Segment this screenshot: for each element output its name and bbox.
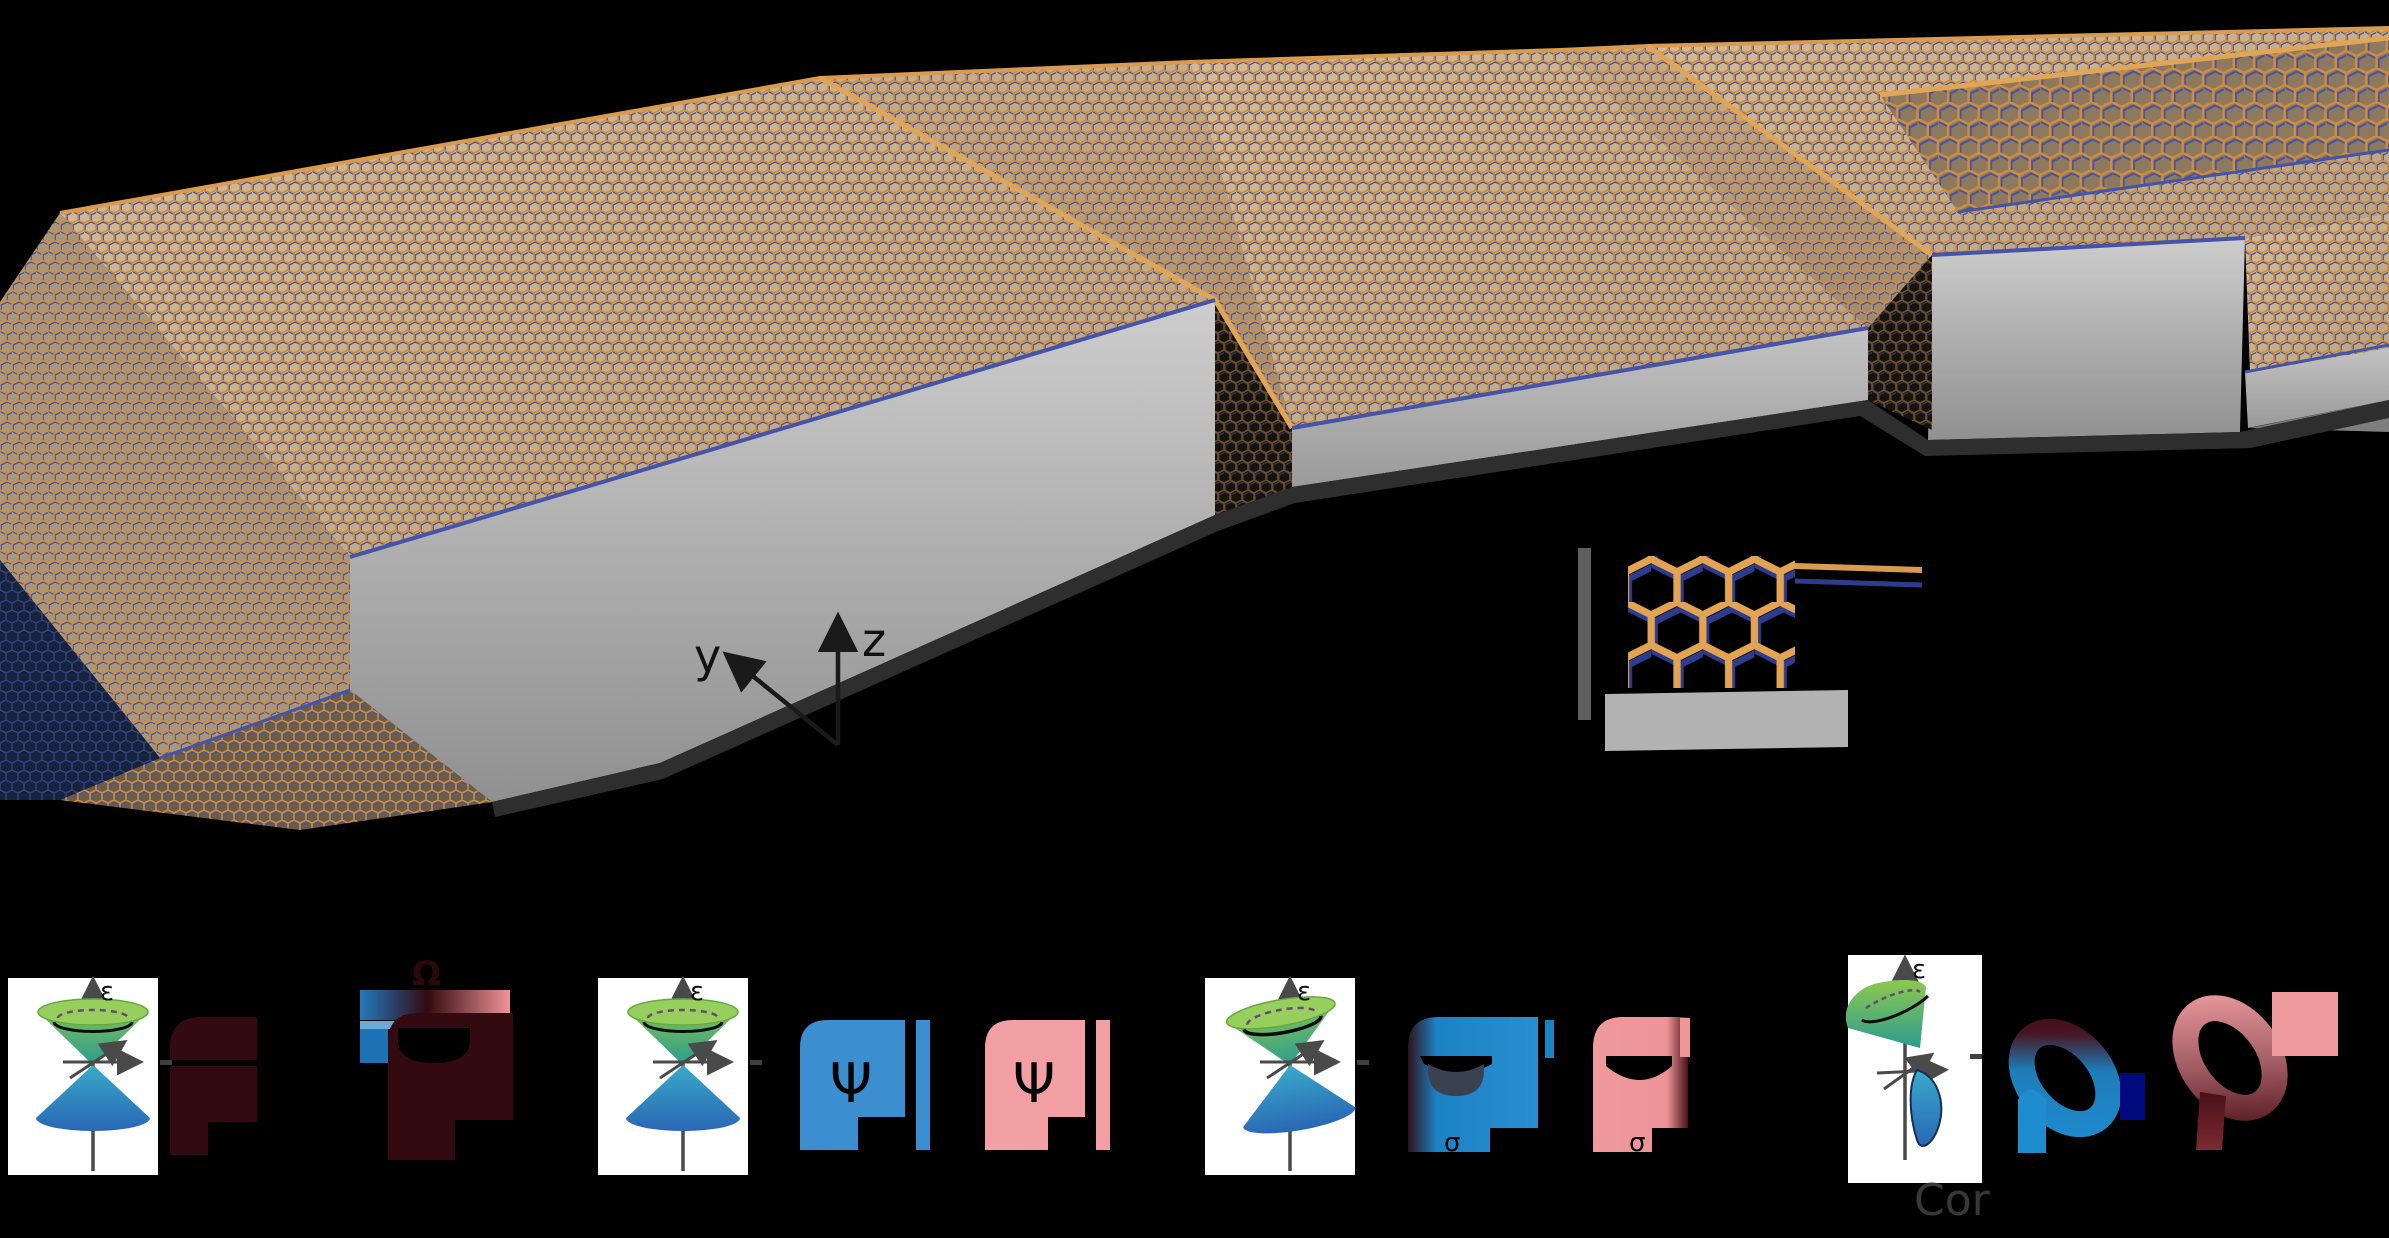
wavefunction-glyph-k: Ψ xyxy=(830,1052,873,1115)
wavepacket-blob-k-blue xyxy=(800,1020,905,1150)
mesh-back-edge xyxy=(59,26,2389,215)
upper-cone-rim xyxy=(1225,996,1336,1030)
density-navy-block xyxy=(2120,1073,2145,1120)
dirac-cone-panel-4: ε Cor xyxy=(1845,954,1991,1226)
conductivity-glyph-k: σ xyxy=(1444,1128,1460,1158)
dirac-cone-panel-2 xyxy=(598,977,762,1175)
back-ridge-crest xyxy=(1879,35,2389,98)
fermi-ring-front xyxy=(1242,1015,1323,1037)
conductivity-group-3: σ σ xyxy=(1408,1017,1690,1158)
mesh-shadow-navy-lattice xyxy=(0,560,160,800)
fermi-ring-front xyxy=(1861,994,1930,1024)
inset-hexagonal-lattice xyxy=(1628,556,1795,688)
wavepacket-bar-kprime-pink xyxy=(1096,1020,1110,1150)
substrate-base-strip xyxy=(492,400,2389,817)
ky-axis-arrow xyxy=(1266,1040,1325,1080)
density-ring-kprime-pink xyxy=(2172,995,2288,1121)
mesh-drape-edge-2 xyxy=(1291,326,1869,430)
tilted-lower-lobe xyxy=(1909,1068,1943,1147)
substrate-front-face-right xyxy=(1928,238,2245,440)
ky-axis-arrow xyxy=(1883,1052,1935,1091)
density-group-4 xyxy=(2008,992,2338,1153)
berry-curvature-colorbar-label: Ω xyxy=(412,954,441,994)
k-axis-stub xyxy=(1357,1060,1369,1065)
inset-side-pole xyxy=(1578,548,1591,720)
lower-dirac-cone xyxy=(1243,1065,1356,1134)
y-axis-label: y xyxy=(694,629,721,683)
inset-bottom-layer-line xyxy=(1794,578,1923,588)
coordinate-axes: y z xyxy=(694,611,886,747)
energy-axis-label: ε xyxy=(1297,977,1311,1007)
wavepacket-blob-kprime-pink xyxy=(985,1020,1085,1150)
berry-blob-kprime-bowl-cutout xyxy=(398,1028,470,1063)
mesh-fold-crest-2 xyxy=(1646,43,1934,258)
inset-substrate-block xyxy=(1605,690,1848,751)
wavefunction-group-2: Ψ Ψ xyxy=(800,1020,1110,1150)
valley-tab-kprime-pink xyxy=(1680,1018,1690,1057)
caption-partial-text: Cor xyxy=(1914,1175,1991,1226)
berry-blob-k-lower xyxy=(170,1066,257,1155)
k-axis-stub xyxy=(1970,1054,1982,1059)
fermi-ring-back xyxy=(1246,1006,1318,1026)
density-tail-kprime-dark xyxy=(2196,1092,2226,1150)
dirac-cone-panel-3: ε xyxy=(1205,975,1369,1175)
dirac-cone-panel-1 xyxy=(8,977,172,1175)
valley-tab-k-blue xyxy=(1545,1020,1554,1058)
density-tail-k-blue xyxy=(2018,1089,2046,1153)
fermi-ring-back xyxy=(1865,989,1921,1010)
mesh-drape-edge-3 xyxy=(1931,236,2246,257)
berry-curvature-group-1: Ω xyxy=(170,954,513,1160)
valley-blob-kprime-pink xyxy=(1593,1017,1688,1152)
tilted-upper-cone xyxy=(1845,979,1926,1048)
scene-3d-corrugated-bilayer: y z xyxy=(0,26,2389,830)
mesh-drape-edge-1 xyxy=(349,298,1216,559)
band-structure-row: Ω Ψ Ψ xyxy=(8,954,2338,1226)
z-axis-label: z xyxy=(862,613,886,667)
wavepacket-bar-k-blue xyxy=(916,1020,930,1150)
substrate-front-face-left xyxy=(350,300,1215,802)
valley-blob-kprime-bowl-cutout xyxy=(1606,1056,1672,1080)
back-ridge-bottom-edge xyxy=(1957,148,2389,214)
wavefunction-glyph-kprime: Ψ xyxy=(1013,1052,1056,1115)
y-axis-arrow xyxy=(722,651,840,747)
density-pink-block xyxy=(2272,992,2338,1056)
valley-blob-k-bowl-shade xyxy=(1428,1064,1484,1096)
tilted-cone-group xyxy=(1225,996,1356,1134)
substrate-front-face-middle xyxy=(1292,328,1868,487)
mesh-drape-edge-4 xyxy=(2244,343,2389,374)
bilayer-lattice-inset xyxy=(1578,548,1923,751)
energy-axis-label: ε xyxy=(1912,955,1926,985)
mesh-drape-edge-left xyxy=(159,688,351,760)
conductivity-glyph-kprime: σ xyxy=(1629,1128,1645,1158)
inset-top-layer-line xyxy=(1794,563,1923,573)
berry-blob-k-upper xyxy=(170,1017,257,1060)
